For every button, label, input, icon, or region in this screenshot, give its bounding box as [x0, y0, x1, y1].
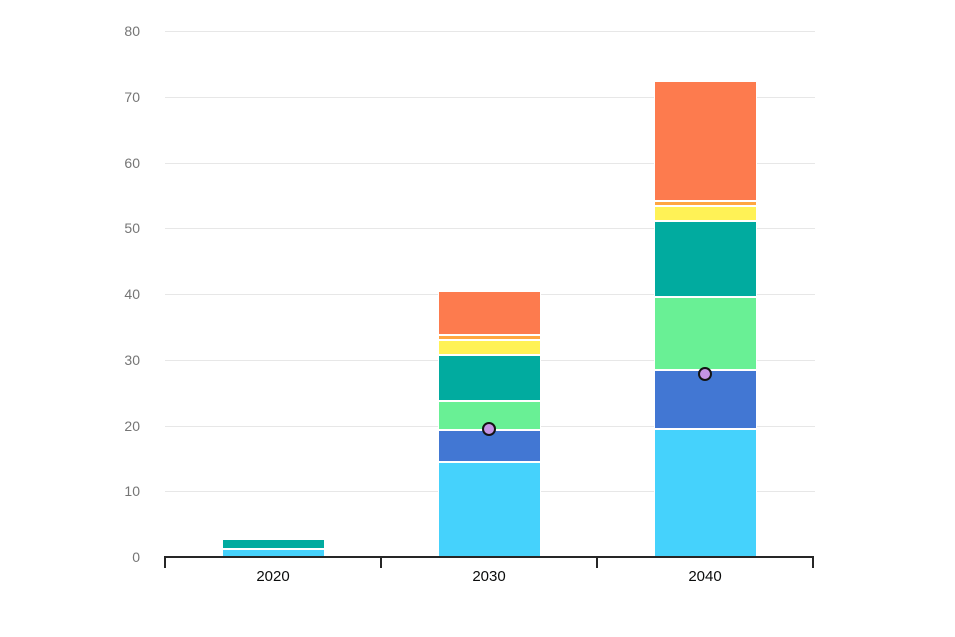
bar-segment-2040-orange-segment[interactable] [653, 80, 757, 201]
x-axis-tick-2 [596, 557, 598, 568]
bar-segment-2020-teal-segment[interactable] [221, 538, 325, 550]
bar-segment-2040-light-green-segment[interactable] [653, 297, 757, 370]
gridline-70 [165, 96, 815, 98]
bar-segment-2030-teal-segment[interactable] [437, 355, 541, 402]
bar-segment-2030-amber-segment[interactable] [437, 335, 541, 341]
y-tick-label-60: 60 [124, 154, 140, 171]
bar-segment-2030-orange-segment[interactable] [437, 290, 541, 336]
bar-segment-2040-teal-segment[interactable] [653, 221, 757, 298]
x-tick-label-2020: 2020 [256, 568, 290, 585]
y-tick-label-50: 50 [124, 220, 140, 237]
bar-segment-2030-yellow-segment[interactable] [437, 340, 541, 356]
x-axis-tick-0 [164, 557, 166, 568]
gridline-80 [165, 31, 815, 32]
x-axis-tick-1 [380, 557, 382, 568]
y-tick-label-10: 10 [124, 483, 140, 500]
marker-dot-2040[interactable] [698, 366, 712, 381]
y-tick-label-70: 70 [124, 88, 140, 105]
bar-segment-2030-sky-blue-segment[interactable] [437, 462, 541, 557]
gridline-60 [165, 162, 815, 164]
y-tick-label-40: 40 [124, 286, 140, 302]
bar-segment-2040-sky-blue-segment[interactable] [653, 428, 757, 557]
y-tick-label-0: 0 [132, 549, 140, 565]
x-tick-label-2040: 2040 [688, 568, 722, 585]
bar-segment-2040-yellow-segment[interactable] [653, 205, 757, 221]
gridline-50 [165, 228, 815, 230]
bar-segment-2040-amber-segment[interactable] [653, 200, 757, 206]
marker-dot-2030[interactable] [482, 422, 496, 437]
x-tick-label-2030: 2030 [472, 568, 506, 585]
x-axis-line [164, 556, 814, 558]
y-tick-label-20: 20 [124, 417, 140, 434]
y-tick-label-80: 80 [124, 23, 140, 39]
x-axis-tick-3 [812, 557, 814, 568]
y-tick-label-30: 30 [124, 351, 140, 368]
